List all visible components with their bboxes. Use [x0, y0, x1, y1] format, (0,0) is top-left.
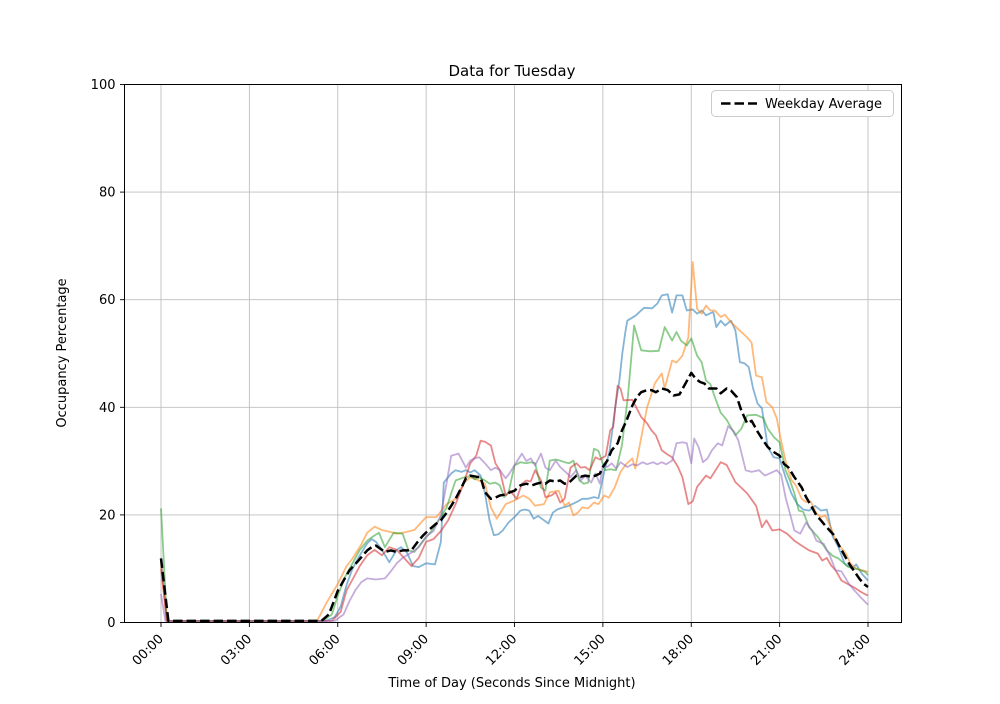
y-tick-label: 20 — [99, 508, 116, 523]
plot-frame — [124, 84, 902, 623]
x-tick-label: 21:00 — [748, 632, 785, 669]
y-tick-label: 0 — [107, 616, 115, 631]
tick-layer — [120, 84, 869, 627]
y-tick-label: 60 — [99, 293, 116, 308]
y-axis-label: Occupancy Percentage — [55, 278, 70, 427]
x-tick-label: 18:00 — [660, 632, 697, 669]
x-tick-label: 06:00 — [306, 632, 343, 669]
x-tick-label: 03:00 — [218, 632, 255, 669]
x-tick-label: 15:00 — [572, 632, 609, 669]
y-tick-label: 40 — [99, 401, 116, 416]
legend: Weekday Average — [711, 90, 894, 117]
x-axis-label: Time of Day (Seconds Since Midnight) — [387, 676, 635, 691]
series-line-red — [160, 384, 869, 622]
x-tick-label: 00:00 — [130, 632, 167, 669]
legend-entry-label: Weekday Average — [765, 97, 882, 112]
x-tick-label: 12:00 — [483, 632, 520, 669]
series-line-blue — [160, 293, 869, 622]
series-line-orange — [160, 261, 869, 622]
x-tick-label: 24:00 — [837, 632, 874, 669]
x-tick-label: 09:00 — [395, 632, 432, 669]
series-layer — [159, 261, 869, 623]
series-weekday-average — [159, 371, 869, 623]
legend-box — [711, 90, 894, 117]
y-tick-label: 80 — [99, 186, 116, 201]
grid-layer — [124, 84, 902, 623]
y-tick-label: 100 — [91, 78, 116, 93]
chart-title: Data for Tuesday — [448, 62, 575, 80]
